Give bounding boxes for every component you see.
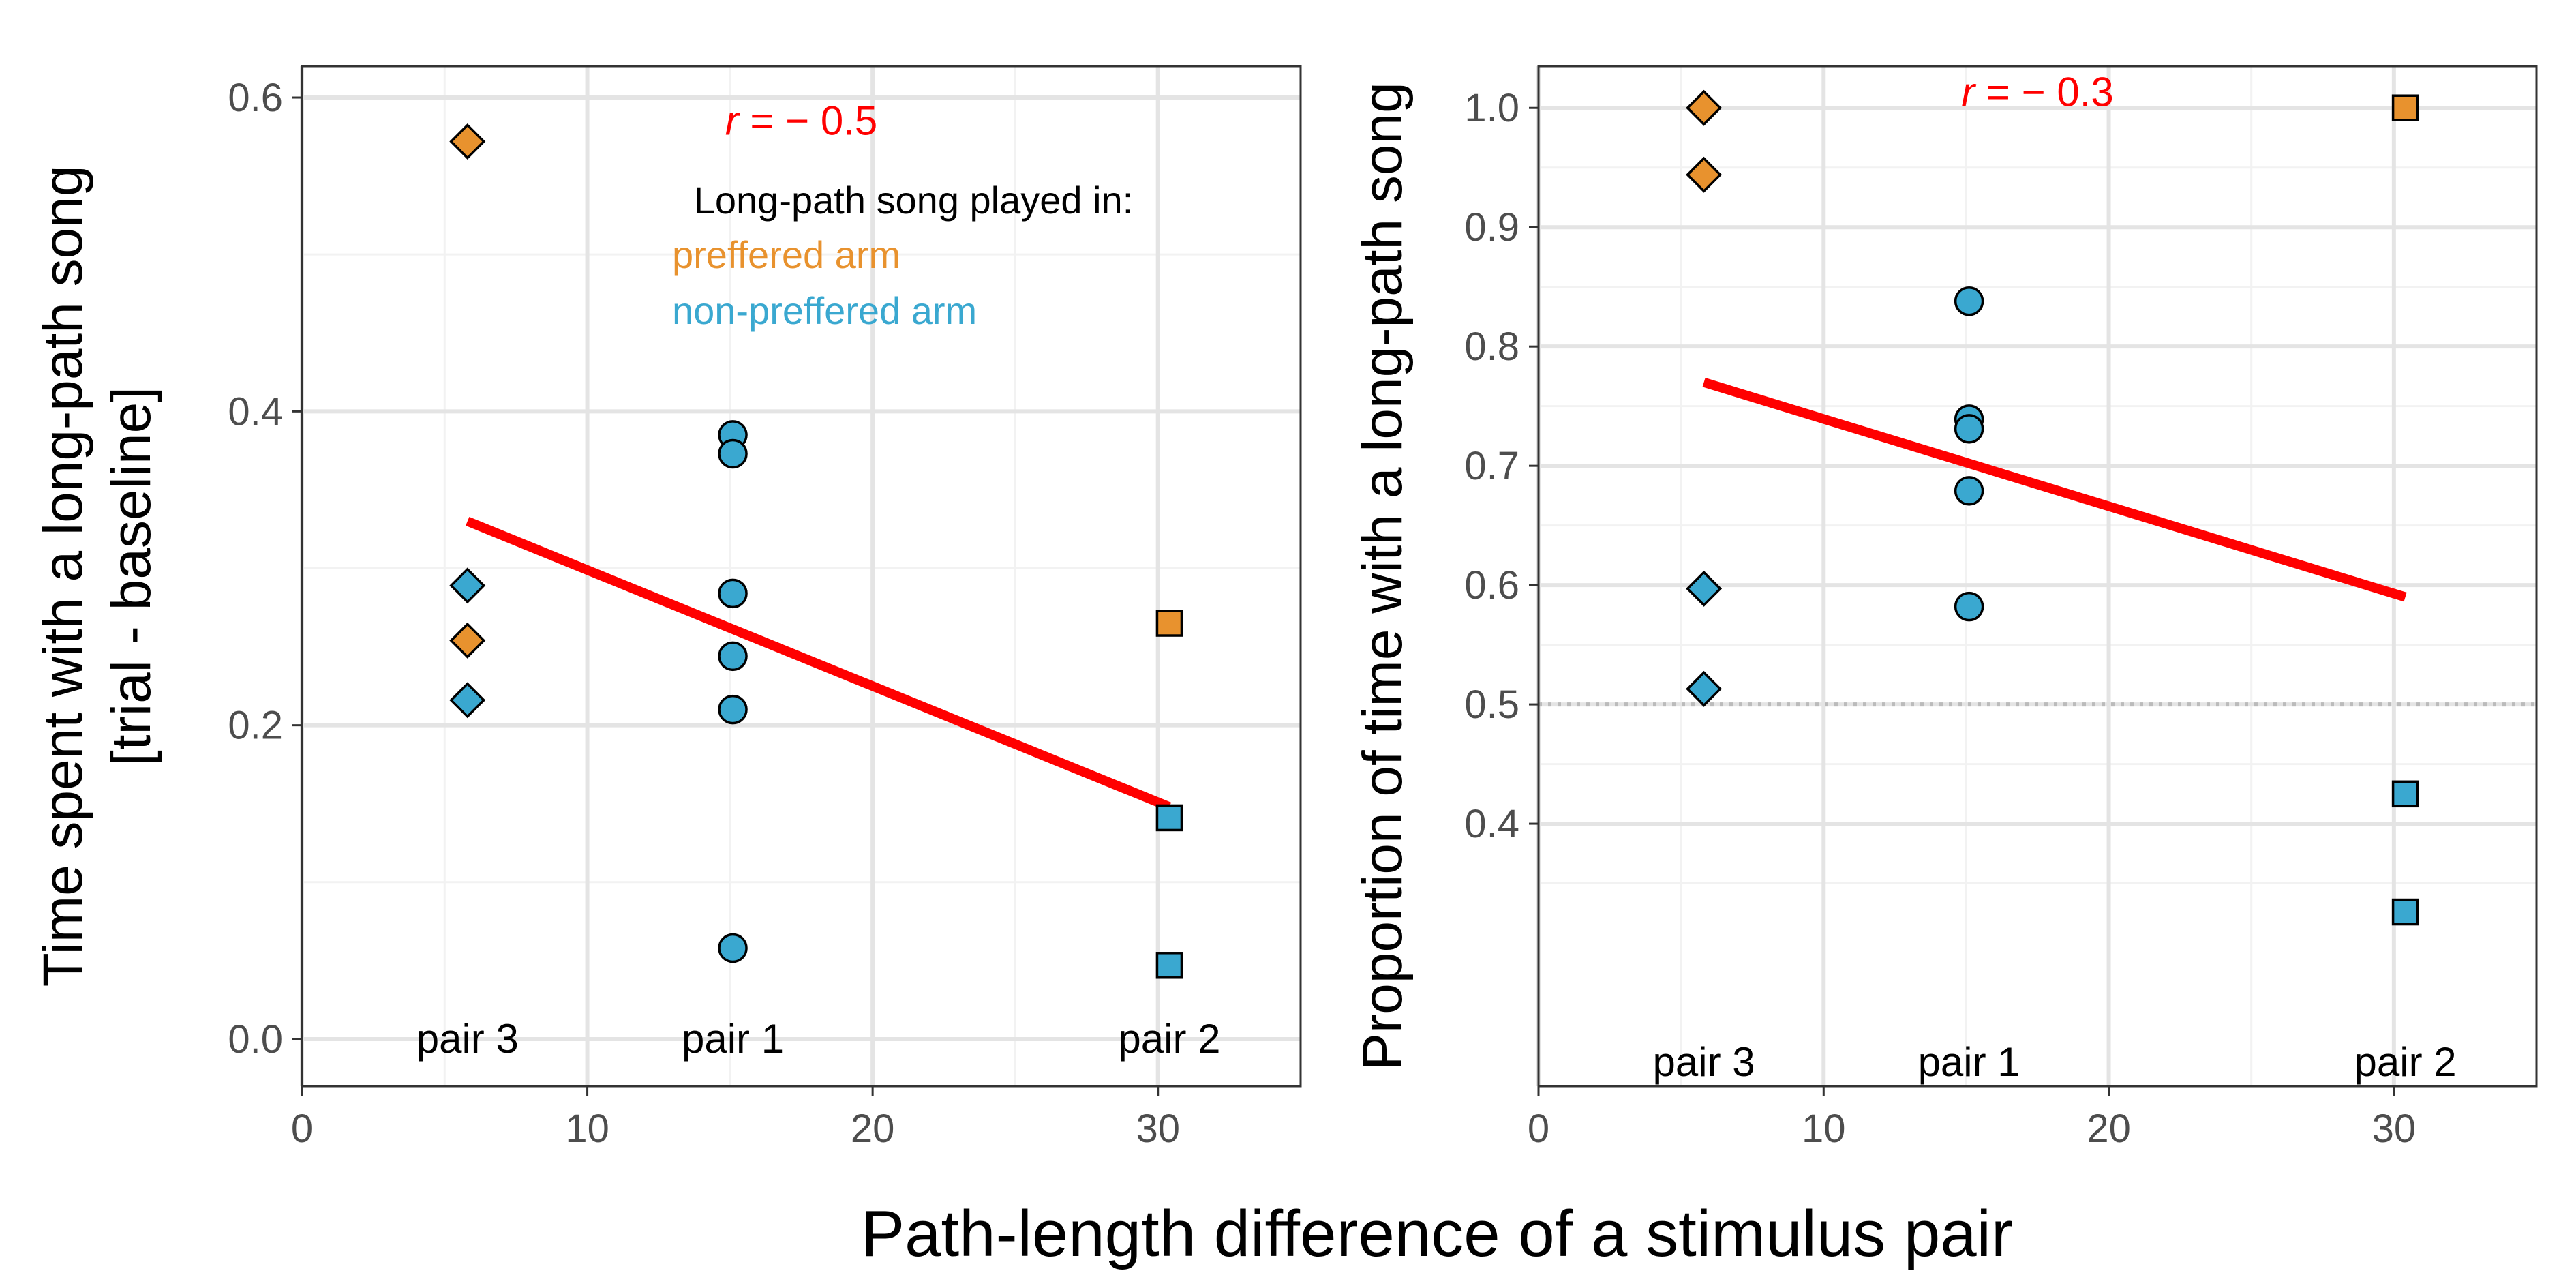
x-tick-label: 20 xyxy=(851,1107,895,1151)
x-tick-label: 20 xyxy=(2087,1107,2131,1151)
pair-label: pair 1 xyxy=(1918,1039,2020,1085)
x-tick-label: 10 xyxy=(565,1107,609,1151)
data-point-circle xyxy=(1954,476,1984,506)
x-tick-label: 30 xyxy=(2372,1107,2416,1151)
y-axis-label-line: [trial - baseline] xyxy=(100,387,162,766)
data-point-circle xyxy=(1954,591,1984,622)
y-axis-label: Time spent with a long-path song [trial -… xyxy=(32,166,162,987)
data-point-diamond xyxy=(449,682,486,719)
data-point-circle xyxy=(1954,414,1984,444)
x-tick-label: 10 xyxy=(1802,1107,1846,1151)
correlation-label: r = − 0.5 xyxy=(725,98,877,144)
y-tick-label: 0.6 xyxy=(228,76,283,120)
data-point-square xyxy=(1155,804,1183,832)
data-point-circle xyxy=(718,438,748,469)
data-point-square xyxy=(2391,780,2419,808)
y-tick-label: 0.0 xyxy=(228,1017,283,1062)
plot-border xyxy=(301,65,1302,1088)
y-tick-label: 0.4 xyxy=(228,389,283,434)
correlation-value: = − 0.5 xyxy=(739,98,878,144)
y-tick-label: 0.6 xyxy=(1464,563,1519,608)
correlation-value: = − 0.3 xyxy=(1975,69,2114,115)
y-tick-label: 0.4 xyxy=(1464,802,1519,846)
data-point-square xyxy=(1155,952,1183,979)
y-tick-label: 1.0 xyxy=(1464,86,1519,130)
data-point-square xyxy=(2391,898,2419,926)
data-point-square xyxy=(1155,610,1183,637)
y-axis-label: Proportion of time with a long-path song xyxy=(1352,82,1414,1070)
data-point-diamond xyxy=(449,123,486,160)
pair-label: pair 2 xyxy=(2354,1039,2457,1085)
y-tick-label: 0.8 xyxy=(1464,325,1519,369)
y-axis-label-line: Time spent with a long-path song xyxy=(32,166,94,987)
right-panel: 0 10 20 30 0.4 0.5 0.6 0.7 0.8 0.9 1.0 Proportion o… xyxy=(1352,65,2538,1151)
data-point-diamond xyxy=(1686,156,1723,193)
y-tick-label: 0.5 xyxy=(1464,683,1519,727)
legend-entry-preferred: preffered arm xyxy=(672,233,900,276)
data-point-square xyxy=(2391,94,2419,121)
pair-label: pair 1 xyxy=(682,1016,784,1062)
y-tick-label: 0.2 xyxy=(228,704,283,748)
data-point-diamond xyxy=(1686,670,1723,707)
y-tick-label: 0.9 xyxy=(1464,205,1519,250)
pair-label: pair 3 xyxy=(416,1016,519,1062)
data-point-diamond xyxy=(449,622,486,659)
data-point-diamond xyxy=(449,567,486,604)
x-tick-label: 0 xyxy=(1528,1107,1549,1151)
pair-label: pair 2 xyxy=(1118,1016,1220,1062)
x-tick-label: 30 xyxy=(1136,1107,1180,1151)
legend-title: Long-path song played in: xyxy=(694,179,1134,222)
shared-x-axis-label: Path-length difference of a stimulus pai… xyxy=(861,1197,2013,1270)
data-point-diamond xyxy=(1686,89,1723,126)
data-point-circle xyxy=(718,933,748,963)
data-point-circle xyxy=(718,694,748,725)
y-axis-label-line: Proportion of time with a long-path song xyxy=(1352,82,1414,1070)
legend-entry-non-preferred: non-preffered arm xyxy=(672,289,977,332)
correlation-label: r = − 0.3 xyxy=(1961,69,2113,115)
x-tick-label: 0 xyxy=(291,1107,313,1151)
data-point-circle xyxy=(718,578,748,609)
regression-line xyxy=(466,516,1172,811)
y-tick-label: 0.7 xyxy=(1464,444,1519,488)
data-point-diamond xyxy=(1686,570,1723,607)
data-point-circle xyxy=(1954,286,1984,316)
pair-label: pair 3 xyxy=(1653,1039,1755,1085)
plot-background xyxy=(1539,66,2536,1086)
plot-border xyxy=(1537,65,2538,1088)
correlation-symbol: r xyxy=(725,98,740,144)
legend: Long-path song played in: preffered arm no… xyxy=(672,179,1133,332)
data-point-circle xyxy=(718,641,748,672)
correlation-symbol: r xyxy=(1961,69,1976,115)
left-panel: 0 10 20 30 0.0 0.2 0.4 0.6 Time spent with a lon… xyxy=(32,65,1302,1151)
regression-line xyxy=(1702,377,2407,602)
